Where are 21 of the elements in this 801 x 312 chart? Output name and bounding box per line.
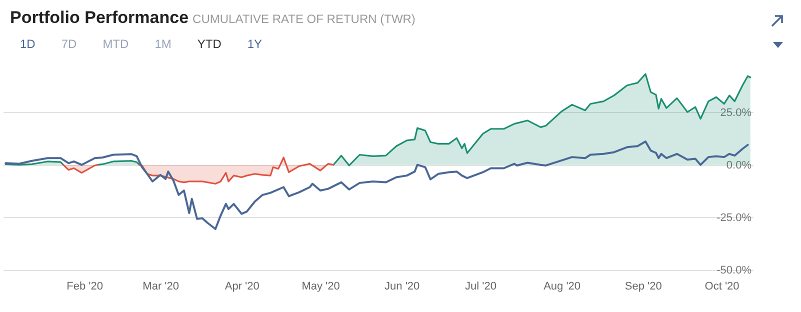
y-tick-label: 0.0% [726,159,752,172]
text: 1M [154,37,172,51]
x-tick-label: Feb '20 [66,280,103,292]
x-tick-label: Jun '20 [384,280,420,292]
chart-title: Portfolio Performance [10,8,189,27]
x-tick-label: Oct '20 [704,280,740,292]
text: 1Y [247,37,262,51]
text: 7D [61,37,77,51]
x-tick-label: May '20 [302,280,340,292]
text: YTD [197,37,222,51]
y-tick-label: -25.0% [716,212,752,224]
x-tick-label: Aug '20 [544,280,581,292]
x-tick-label: Sep '20 [624,280,662,292]
x-tick-label: Apr '20 [224,280,260,292]
text: MTD [102,37,129,51]
chart-subtitle: CUMULATIVE RATE OF RETURN (TWR) [192,12,416,26]
y-tick-label: -50.0% [716,264,752,276]
text: 1D [20,37,36,51]
y-tick-label: 25.0% [720,106,752,119]
x-tick-label: Jul '20 [465,280,496,292]
x-tick-label: Mar '20 [142,280,180,292]
